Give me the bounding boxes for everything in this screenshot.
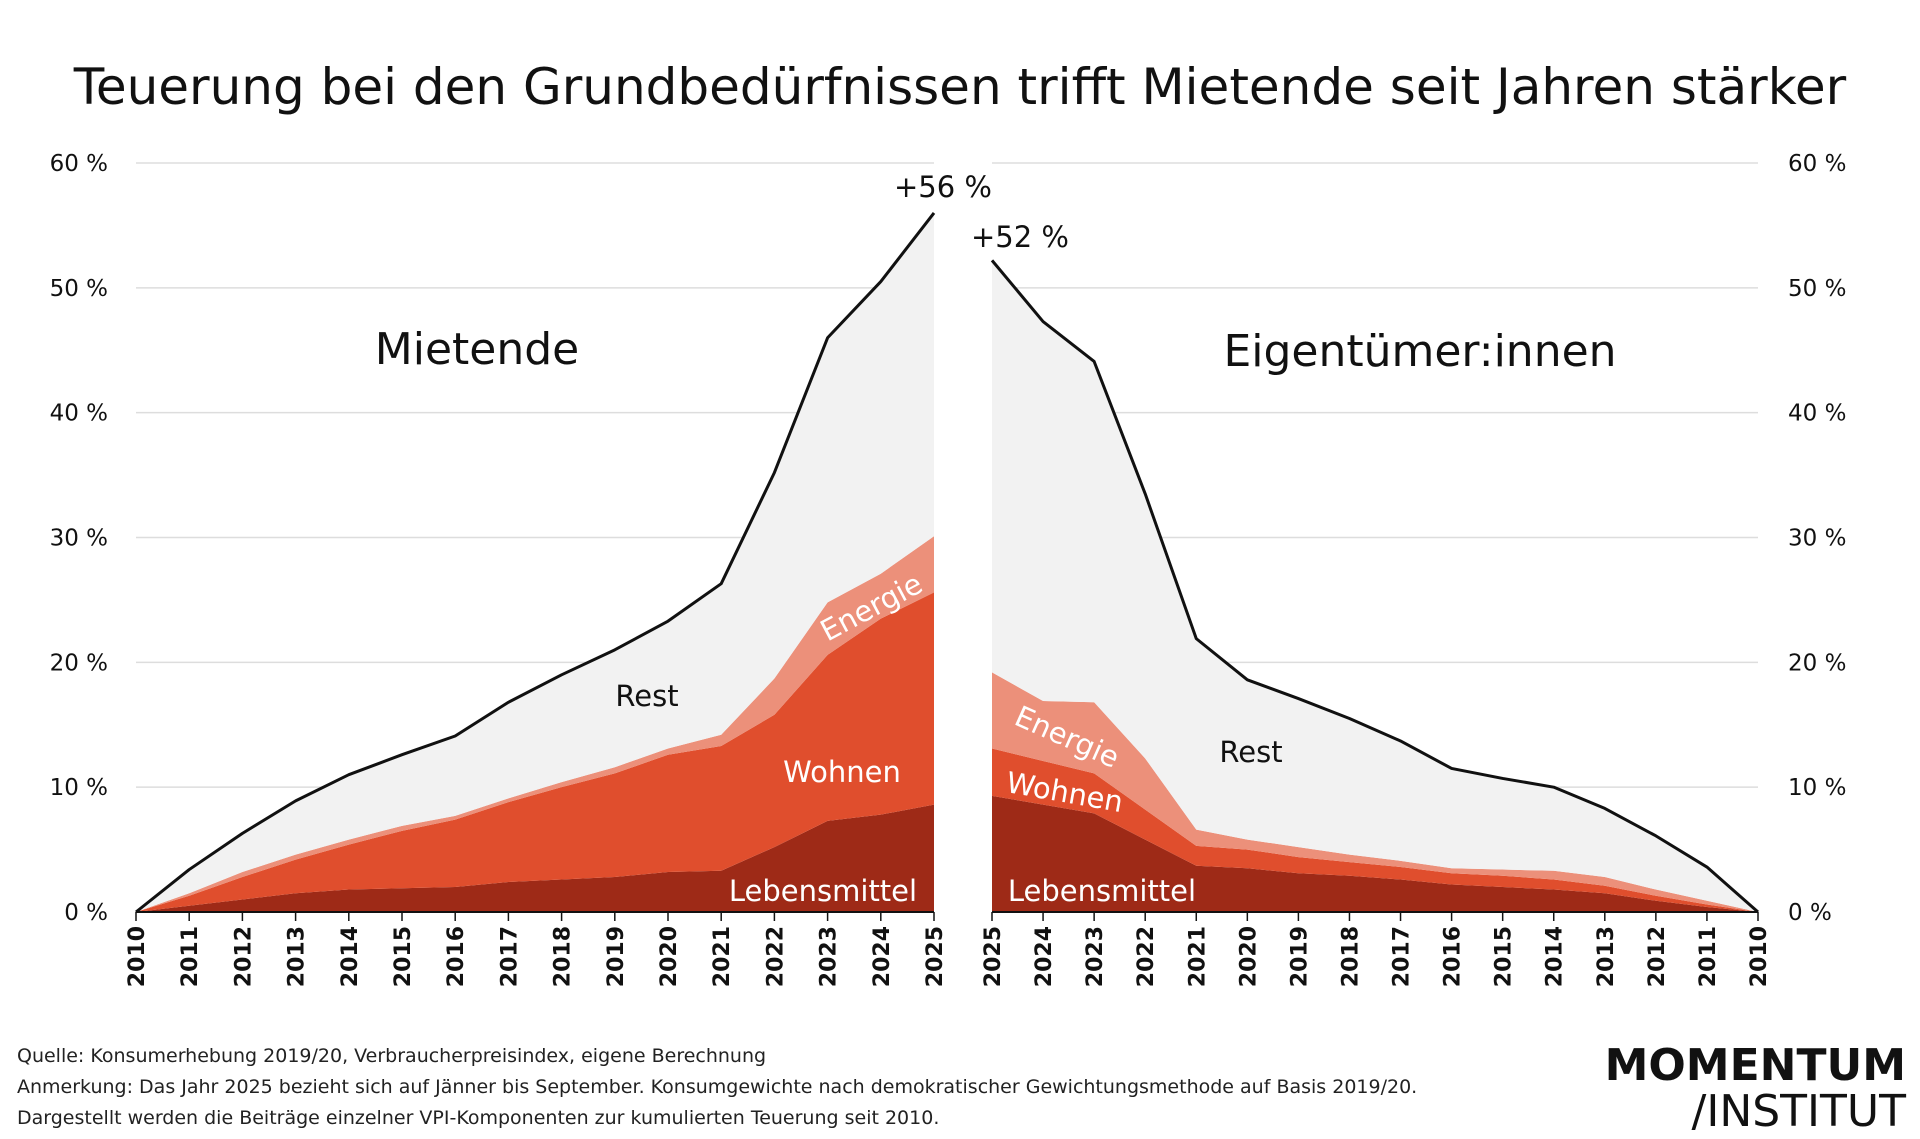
y-tick-label: 30 % [50, 526, 108, 552]
x-tick-label: 2015 [391, 926, 416, 987]
x-tick-label: 2014 [338, 926, 363, 987]
x-tick-label: 2020 [657, 926, 682, 987]
series-label-rest-renters: Rest [615, 679, 678, 713]
y-tick-label: 40 % [1788, 401, 1846, 427]
x-tick-label: 2022 [763, 926, 788, 987]
x-tick-label: 2021 [1185, 926, 1210, 987]
area-lebensmittel [136, 804, 934, 912]
y-tick-label: 30 % [1788, 526, 1846, 552]
series-label-rest-owners: Rest [1219, 735, 1282, 769]
svg-text:/INSTITUT: /INSTITUT [1692, 1086, 1907, 1135]
x-tick-label: 2012 [1645, 926, 1670, 987]
y-tick-label: 10 % [50, 775, 108, 801]
total-line [135, 212, 936, 914]
x-tick-label: 2024 [870, 926, 895, 987]
y-tick-label: 50 % [1788, 276, 1846, 302]
panel-title-renters: Mietende [375, 324, 579, 375]
x-tick-label: 2018 [551, 926, 576, 987]
y-tick-label: 60 % [50, 151, 108, 177]
x-tick-label: 2014 [1543, 926, 1568, 987]
y-tick-label: 0 % [64, 900, 108, 926]
x-tick-label: 2023 [1083, 926, 1108, 987]
y-tick-label: 20 % [50, 650, 108, 676]
x-tick-label: 2011 [178, 926, 203, 987]
y-tick-label: 60 % [1788, 151, 1846, 177]
footer-note: Anmerkung: Das Jahr 2025 bezieht sich au… [17, 1076, 1417, 1098]
total-label-renters: +56 % [894, 170, 992, 204]
y-tick-label: 10 % [1788, 775, 1846, 801]
x-tick-label: 2023 [817, 926, 842, 987]
x-tick-label: 2019 [604, 926, 629, 987]
areas [135, 212, 1759, 914]
series-label-wohnen-renters: Wohnen [783, 755, 901, 789]
x-tick-label: 2017 [497, 926, 522, 987]
x-tick-label: 2016 [1441, 926, 1466, 987]
y-tick-label: 50 % [50, 276, 108, 302]
x-tick-label: 2011 [1696, 926, 1721, 987]
footer-source: Quelle: Konsumerhebung 2019/20, Verbrauc… [17, 1045, 766, 1067]
y-tick-label: 0 % [1788, 900, 1832, 926]
x-tick-label: 2024 [1032, 926, 1057, 987]
series-label-lebensmittel-owners: Lebensmittel [1008, 874, 1196, 908]
x-tick-label: 2017 [1390, 926, 1415, 987]
area-energie [992, 672, 1758, 912]
momentum-institut-logo: MOMENTUM /INSTITUT [1605, 1040, 1907, 1137]
y-tick-label: 40 % [50, 401, 108, 427]
x-tick-label: 2025 [981, 926, 1006, 987]
x-tick-label: 2020 [1236, 926, 1261, 987]
x-tick-label: 2013 [285, 926, 310, 987]
area-rest [136, 212, 934, 912]
series-label-lebensmittel-renters: Lebensmittel [729, 874, 917, 908]
area-wohnen [992, 748, 1758, 912]
area-rest [992, 260, 1758, 912]
x-tick-label: 2013 [1594, 926, 1619, 987]
x-tick-label: 2015 [1492, 926, 1517, 987]
x-tick-label: 2025 [923, 926, 948, 987]
x-tick-label: 2012 [231, 926, 256, 987]
footer-note2: Dargestellt werden die Beiträge einzelne… [17, 1107, 939, 1129]
x-tick-label: 2016 [444, 926, 469, 987]
total-label-owners: +52 % [971, 220, 1069, 254]
x-tick-label: 2010 [125, 926, 150, 987]
x-tick-label: 2019 [1287, 926, 1312, 987]
panel-title-owners: Eigentümer:innen [1223, 326, 1616, 377]
x-tick-label: 2018 [1338, 926, 1363, 987]
total-line [990, 259, 1759, 914]
area-lebensmittel [992, 795, 1758, 912]
x-tick-label: 2010 [1747, 926, 1772, 987]
svg-text:MOMENTUM: MOMENTUM [1605, 1040, 1906, 1091]
y-tick-label: 20 % [1788, 650, 1846, 676]
chart-title: Teuerung bei den Grundbedürfnissen triff… [73, 58, 1847, 116]
area-wohnen [136, 592, 934, 912]
axis-ticks: 0 % 10 % 20 % 30 % 40 % 50 % 60 % 2010 2011 2012 2… [50, 151, 1847, 987]
x-tick-label: 2021 [710, 926, 735, 987]
x-tick-label: 2022 [1134, 926, 1159, 987]
